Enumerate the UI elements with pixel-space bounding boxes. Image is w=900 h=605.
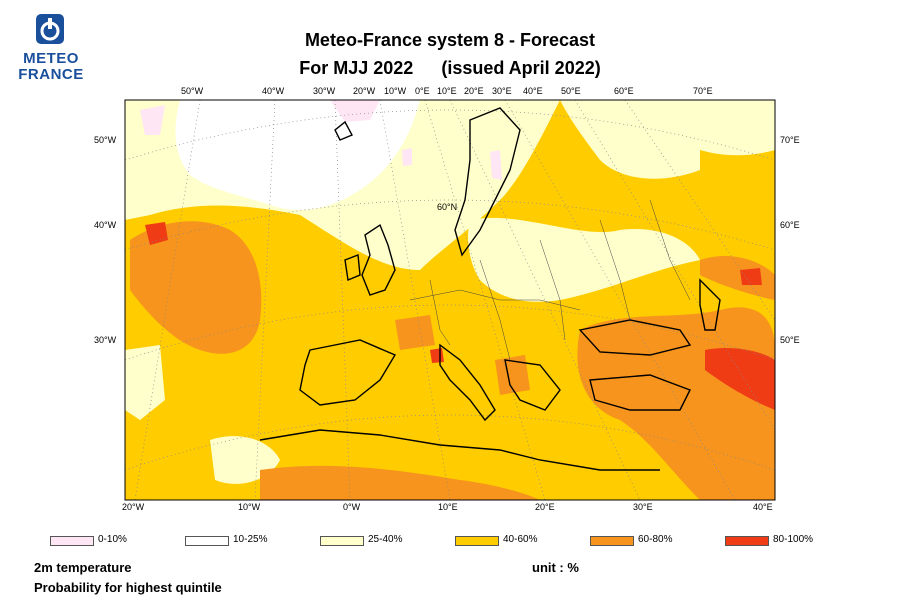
probability-field (125, 100, 775, 500)
bottom-tick-label: 0°W (343, 502, 361, 512)
legend-swatch (320, 536, 364, 546)
legend-swatch (455, 536, 499, 546)
coastlines (259, 107, 721, 471)
zone-80-100-caspian (740, 268, 762, 285)
top-tick-label: 0°E (415, 86, 430, 96)
top-tick-label: 50°E (561, 86, 581, 96)
legend-label: 80-100% (773, 534, 814, 545)
legend-label: 0-10% (98, 534, 127, 545)
top-tick-label: 10°E (437, 86, 457, 96)
left-tick-label: 40°W (94, 220, 117, 230)
zone-0-10-a (330, 100, 380, 122)
zone-60-80-atlantic (130, 221, 262, 354)
legend-swatch (50, 536, 94, 546)
zone-60-80-north-africa (260, 465, 540, 500)
meteo-france-logo: METEO FRANCE (16, 14, 86, 84)
ireland-outline (344, 254, 361, 281)
zone-60-80-med-b (495, 355, 530, 395)
borders (409, 199, 691, 361)
variable-label: 2m temperature (34, 560, 132, 575)
top-tick-label: 40°W (262, 86, 285, 96)
zone-25-40-west (125, 345, 165, 420)
top-tick-label: 60°E (614, 86, 634, 96)
legend-label: 10-25% (233, 534, 268, 545)
logo-text-france: FRANCE (18, 66, 84, 83)
zone-25-40-far-northeast (650, 100, 775, 156)
page-title: Meteo-France system 8 - Forecast (304, 30, 596, 50)
top-tick-label: 20°W (353, 86, 376, 96)
left-tick-label: 50°W (94, 135, 117, 145)
issue-label: (issued April 2022) (441, 58, 601, 78)
season-label: For MJJ 2022 (299, 58, 414, 78)
top-tick-label: 30°E (492, 86, 512, 96)
top-tick-label: 20°E (464, 86, 484, 96)
zone-10-25-north (175, 100, 420, 210)
zone-80-100-med (430, 348, 444, 363)
top-tick-label: 10°W (384, 86, 407, 96)
balkans-outline (504, 359, 561, 411)
bottom-tick-label: 20°W (122, 502, 145, 512)
unit-label: unit : % (532, 560, 579, 575)
latitude-label: 60°N (437, 202, 458, 212)
graticule (125, 100, 775, 500)
logo-text-meteo: METEO (23, 50, 79, 67)
map-frame (124, 99, 776, 501)
caspian-outline (699, 278, 721, 331)
zone-0-10-b (140, 105, 165, 135)
zone-60-80-med-a (395, 315, 435, 350)
north-africa-coast (259, 429, 660, 471)
turkey-outline (589, 374, 691, 411)
top-tick-label: 50°W (181, 86, 204, 96)
legend-swatch (590, 536, 634, 546)
legend-swatch (185, 536, 229, 546)
legend-label: 60-80% (638, 534, 673, 545)
top-tick-label: 30°W (313, 86, 336, 96)
meteo-france-logo-icon (36, 14, 64, 44)
scandinavia-outline (454, 107, 521, 257)
zone-80-100-atlantic (145, 222, 168, 245)
britain-outline (361, 223, 396, 296)
zone-0-10-c (402, 148, 412, 166)
description-label: Probability for highest quintile (34, 580, 222, 595)
italy-outline (439, 343, 496, 422)
zone-80-100-east (705, 348, 775, 410)
bottom-tick-label: 20°E (535, 502, 555, 512)
legend-label: 40-60% (503, 534, 538, 545)
zone-0-10-d (490, 150, 502, 180)
right-tick-label: 60°E (780, 220, 800, 230)
bottom-tick-label: 10°E (438, 502, 458, 512)
bottom-tick-label: 40°E (753, 502, 773, 512)
zone-60-80-caspian (700, 255, 775, 300)
zone-25-40-central (468, 217, 700, 302)
top-tick-label: 70°E (693, 86, 713, 96)
iberia-outline (299, 339, 397, 406)
legend-label: 25-40% (368, 534, 403, 545)
left-tick-label: 30°W (94, 335, 117, 345)
bottom-tick-label: 30°E (633, 502, 653, 512)
legend-swatch (725, 536, 769, 546)
right-tick-label: 50°E (780, 335, 800, 345)
right-tick-label: 70°E (780, 135, 800, 145)
top-tick-label: 40°E (523, 86, 543, 96)
page-subtitle: For MJJ 2022 (issued April 2022) (250, 58, 650, 79)
bottom-tick-label: 10°W (238, 502, 261, 512)
